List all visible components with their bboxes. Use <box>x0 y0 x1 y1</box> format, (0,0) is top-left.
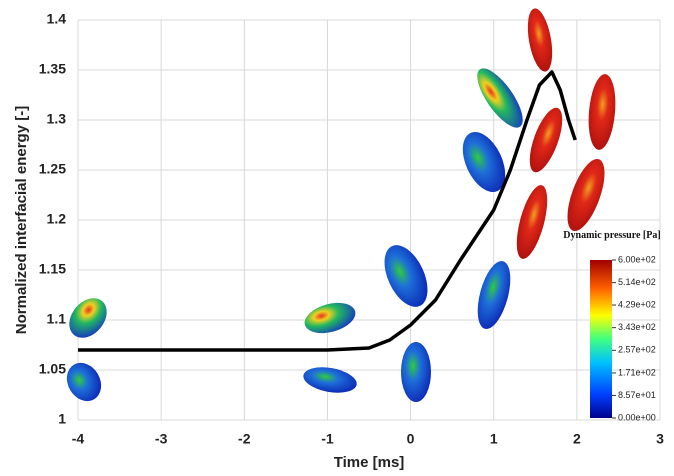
colorbar-tick-label: 6.00e+02 <box>618 254 656 264</box>
x-axis-label: Time [ms] <box>334 454 405 471</box>
droplet <box>66 362 102 402</box>
colorbar-tick-label: 5.14e+02 <box>618 277 656 287</box>
y-tick-label: 1.15 <box>39 261 66 277</box>
x-tick-label: 3 <box>656 431 664 447</box>
y-tick-label: 1.25 <box>39 161 66 177</box>
y-tick-label: 1.4 <box>47 11 67 27</box>
droplet <box>477 260 511 330</box>
y-tick-label: 1.35 <box>39 61 66 77</box>
droplet <box>303 367 357 393</box>
droplet <box>527 8 553 72</box>
colorbar-title: Dynamic pressure [Pa] <box>563 230 661 241</box>
x-tick-label: -4 <box>72 431 85 447</box>
colorbar-tick-label: 0.00e+00 <box>618 412 656 422</box>
colorbar-tick-label: 4.29e+02 <box>618 299 656 309</box>
y-tick-label: 1.1 <box>47 311 67 327</box>
data-line <box>78 70 577 352</box>
droplet <box>588 74 616 150</box>
colorbar-tick-label: 3.43e+02 <box>618 322 656 332</box>
droplet-images <box>66 8 616 402</box>
x-tick-label: -1 <box>321 431 334 447</box>
droplet <box>401 342 431 402</box>
colorbar-tick-label: 8.57e+01 <box>618 390 656 400</box>
droplet <box>69 298 107 338</box>
x-tick-label: 2 <box>573 431 581 447</box>
droplet <box>477 68 523 128</box>
colorbar <box>590 260 612 418</box>
y-tick-label: 1 <box>58 411 66 427</box>
y-tick-label: 1.2 <box>47 211 67 227</box>
colorbar-tick-label: 2.57e+02 <box>618 345 656 355</box>
y-tick-label: 1.3 <box>47 111 67 127</box>
droplet <box>567 158 605 232</box>
droplet <box>304 302 356 334</box>
y-tick-label: 1.05 <box>39 361 66 377</box>
x-tick-label: 1 <box>490 431 498 447</box>
x-tick-label: -2 <box>238 431 251 447</box>
plot <box>78 70 577 352</box>
droplet <box>516 185 548 259</box>
colorbar-title-box: Dynamic pressure [Pa] <box>563 230 661 241</box>
x-tick-label: 0 <box>407 431 415 447</box>
colorbar-tick-label: 1.71e+02 <box>618 367 656 377</box>
droplet <box>462 132 506 192</box>
droplet <box>384 245 428 307</box>
x-tick-label: -3 <box>155 431 168 447</box>
droplet <box>529 107 563 173</box>
y-axis-label: Normalized interfacial energy [-] <box>13 106 30 334</box>
